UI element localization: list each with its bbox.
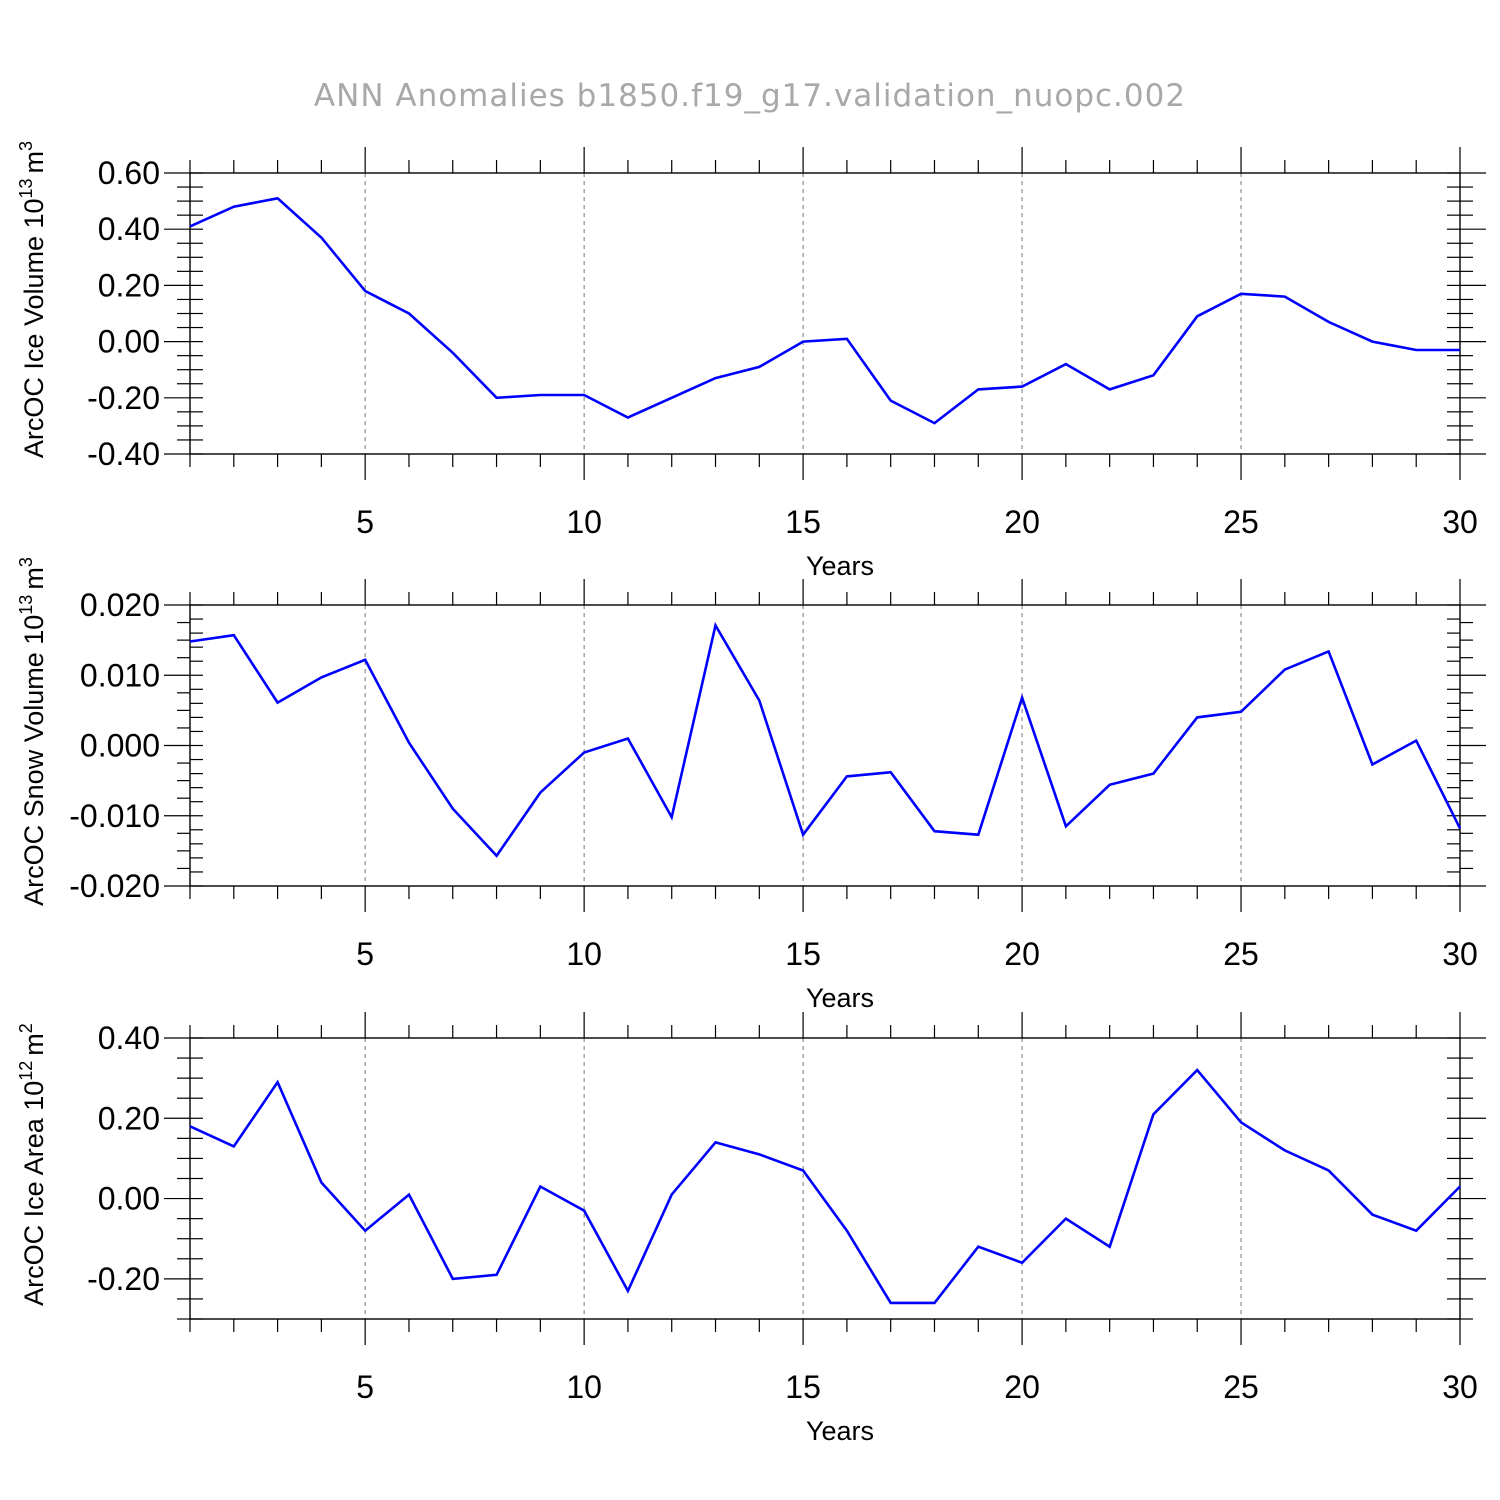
x-tick-label: 20 [1004,504,1040,540]
y-tick-label: 0.20 [98,1100,160,1136]
series-line [189,196,1460,425]
panel-3: -0.20 0.00 0.20 0.40 5 10 15 20 25 30 Years ArcOC I… [16,1012,1486,1446]
x-tick-label: 15 [785,1369,821,1405]
x-tick-label: 15 [785,936,821,972]
series-line [189,621,1462,858]
x-tick-label: 25 [1223,504,1259,540]
y-axis-title-exponent: 13 [16,595,36,615]
y-tick-label: -0.40 [87,436,160,472]
x-tick-label: 5 [356,1369,374,1405]
y-axis-title-unit: m [19,151,49,174]
x-tick-label: 20 [1004,936,1040,972]
x-tick-label: 25 [1223,1369,1259,1405]
panel-1: -0.40 -0.20 0.00 0.20 0.40 0.60 5 10 15 20 25 30 Yea… [16,141,1486,581]
x-tick-label: 10 [566,504,602,540]
x-tick-label: 5 [356,936,374,972]
y-tick-label: 0.00 [98,324,160,360]
x-tick-label: 10 [566,936,602,972]
x-tick-label: 30 [1442,1369,1478,1405]
y-tick-label: -0.20 [87,380,160,416]
y-tick-label: 0.010 [80,657,160,693]
y-tick-label: 0.40 [98,1020,160,1056]
y-axis-title-exponent: 12 [16,1061,36,1081]
plot-frame [189,172,1461,455]
y-tick-label: 0.40 [98,211,160,247]
x-tick-label: 15 [785,504,821,540]
y-tick-label: 0.00 [98,1181,160,1217]
plot-frame [189,1037,1461,1320]
y-axis-title: ArcOC Ice Area 1012 m2 [16,1023,49,1306]
y-axis-title-main: ArcOC Snow Volume 10 [19,615,49,906]
y-axis-title-unit: m [19,1033,49,1056]
x-tick-label: 30 [1442,504,1478,540]
series-line [189,1068,1461,1305]
x-axis-title: Years [806,983,874,1013]
y-tick-label: 0.60 [98,155,160,191]
chart-title: ANN Anomalies b1850.f19_g17.validation_n… [314,78,1186,114]
y-tick-label: 0.000 [80,728,160,764]
y-axis-title-unit-exponent: 3 [16,141,36,151]
y-tick-label: 0.20 [98,267,160,303]
panels: -0.40-0.200.000.200.400.605 10 15 20 25 30Yea… [16,141,1486,1446]
y-axis-title-exponent: 13 [16,178,36,198]
y-axis-title-main: ArcOC Ice Area 10 [19,1081,49,1306]
y-axis-title-main: ArcOC Ice Volume 10 [19,198,49,458]
y-tick-label: -0.010 [69,798,160,834]
x-tick-label: 5 [356,504,374,540]
panel-2: -0.020 -0.010 0.000 0.010 0.020 5 10 15 20 25 30 Ye… [16,557,1486,1013]
x-tick-label: 10 [566,1369,602,1405]
y-tick-label: -0.20 [87,1261,160,1297]
x-tick-label: 30 [1442,936,1478,972]
y-axis-title-unit: m [19,567,49,590]
x-axis-title: Years [806,1416,874,1446]
y-axis-title: ArcOC Snow Volume 1013 m3 [16,557,49,906]
x-tick-label: 20 [1004,1369,1040,1405]
y-axis-title-unit-exponent: 2 [16,1023,36,1033]
x-tick-label: 25 [1223,936,1259,972]
y-tick-label: -0.020 [69,868,160,904]
y-axis-title-unit-exponent: 3 [16,557,36,567]
x-axis-title: Years [806,551,874,581]
y-tick-label: 0.020 [80,587,160,623]
y-axis-title: ArcOC Ice Volume 1013 m3 [16,141,49,458]
plot-frame [189,604,1461,887]
